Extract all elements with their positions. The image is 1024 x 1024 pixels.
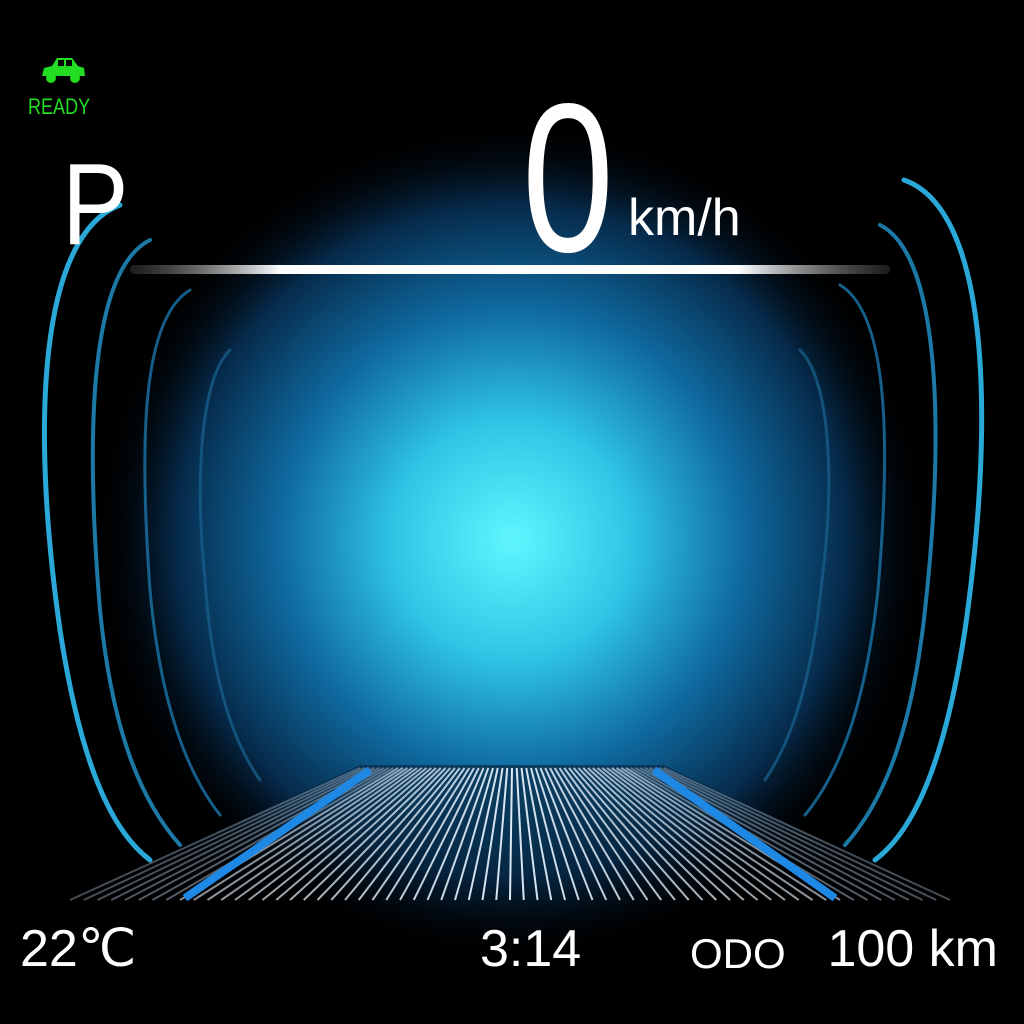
road-stripe (303, 767, 442, 901)
road-stripe (399, 767, 475, 901)
road-stripe (206, 767, 409, 901)
road-edge-right (651, 766, 838, 902)
road-floor (70, 765, 950, 900)
road-stripe (553, 767, 635, 901)
road-stripe (385, 767, 471, 901)
road-edge-left (182, 766, 373, 902)
odometer-label: ODO (690, 930, 786, 977)
road-stripe (412, 767, 480, 901)
road-stripe (649, 767, 910, 901)
road-stripe (563, 767, 663, 901)
road-stripe (110, 767, 375, 901)
road-stripe (248, 767, 423, 901)
road-stripe (606, 767, 786, 901)
tunnel-glow (32, 90, 992, 950)
gear-indicator: P (62, 139, 129, 269)
road-stripe (530, 767, 566, 901)
road-stripe (572, 767, 690, 901)
road-stripe (371, 767, 466, 901)
speed-unit: km/h (628, 189, 741, 247)
road-stripe (558, 767, 649, 901)
road-stripe (620, 767, 827, 901)
road-stripe (568, 767, 676, 901)
tunnel-arcs-right (763, 177, 985, 863)
road-stripe (275, 767, 432, 901)
horizon-line (130, 265, 890, 274)
road-stripe (596, 767, 759, 901)
info-bar: 22℃ 3:14 ODO 100 km (0, 905, 1024, 985)
odometer-value: 100 km (827, 920, 998, 978)
road-stripe (344, 767, 456, 901)
road-stripe (582, 767, 717, 901)
road-stripe (97, 767, 370, 901)
road-stripes (69, 767, 951, 901)
road-stripe (509, 767, 513, 901)
road-stripe (549, 767, 621, 901)
road-stripe (544, 767, 608, 901)
road-stripe (220, 767, 413, 901)
road-stripe (577, 767, 704, 901)
road-stripe (525, 767, 553, 901)
ready-label: READY (28, 94, 91, 119)
car-icon (42, 58, 85, 83)
speed-value: 0 (522, 59, 614, 296)
road-stripe (83, 767, 366, 901)
road-stripe (440, 767, 490, 901)
outside-temperature: 22℃ (20, 920, 137, 978)
tunnel-arcs-left (41, 202, 262, 863)
road-stripe (467, 767, 499, 901)
road-stripe (587, 767, 731, 901)
road-stripe (515, 767, 525, 901)
road-stripe (601, 767, 772, 901)
road-stripe (658, 767, 937, 901)
road-stripe (426, 767, 485, 901)
road-stripe (539, 767, 594, 901)
clock: 3:14 (480, 920, 582, 978)
road-stripe (534, 767, 580, 901)
road-stripe (592, 767, 745, 901)
road-stripe (261, 767, 428, 901)
road-stripe (289, 767, 437, 901)
road-stripe (635, 767, 868, 901)
road-stripe (330, 767, 451, 901)
road-stripe (654, 767, 923, 901)
road-stripe (193, 767, 404, 901)
road-stripe (234, 767, 418, 901)
road-stripe (454, 767, 494, 901)
road-stripe (316, 767, 447, 901)
road-stripe (520, 767, 539, 901)
road-stripe (495, 767, 509, 901)
road-stripe (481, 767, 504, 901)
road-stripe (611, 767, 800, 901)
road-stripe (357, 767, 461, 901)
road-stripe (69, 767, 361, 901)
road-stripe (663, 767, 951, 901)
road-stripe (615, 767, 814, 901)
ready-indicator: READY (26, 54, 98, 124)
